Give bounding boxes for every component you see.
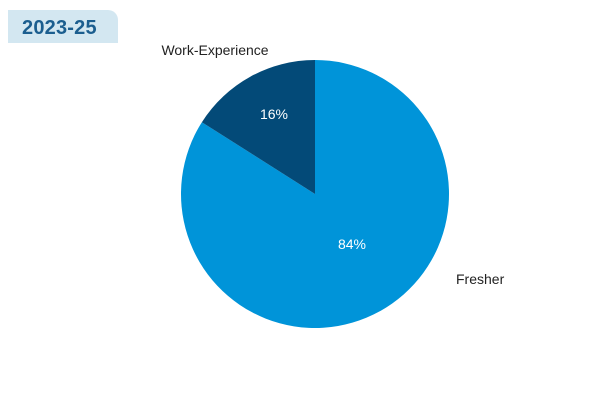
category-label-work-experience: Work-Experience xyxy=(161,42,268,58)
chart-title: 2023-25 xyxy=(22,17,97,39)
chart-title-badge: 2023-25 xyxy=(8,10,118,43)
pie-slice-work-experience xyxy=(201,59,315,194)
data-label-work-experience: 16% xyxy=(260,106,288,122)
category-label-fresher: Fresher xyxy=(456,271,505,287)
data-label-fresher: 84% xyxy=(338,236,366,252)
